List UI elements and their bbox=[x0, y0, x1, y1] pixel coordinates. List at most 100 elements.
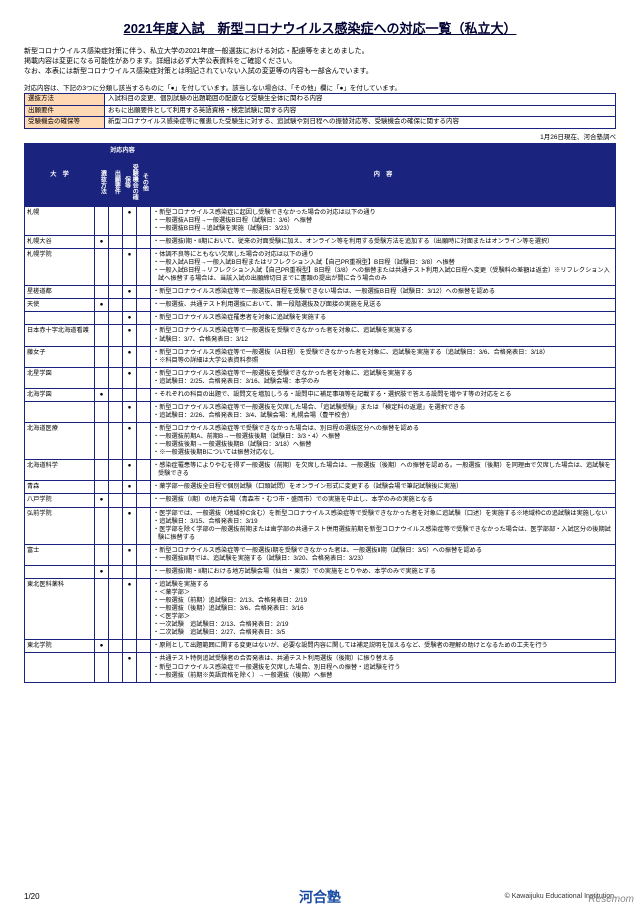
content-item: 一般選抜、共通テスト利用選抜において、第一段階選抜及び面接の実施を見送る bbox=[153, 301, 613, 309]
dot-cell bbox=[109, 640, 123, 653]
dot-cell bbox=[95, 481, 109, 494]
content-item: 追試験を実施する bbox=[153, 581, 613, 589]
content-item: 一般入試B日程→リフレクション入試【自己PR重視型】B日程（3/8）への振替また… bbox=[153, 267, 613, 283]
content-item: 一般選抜B日程→追試験を実施（試験日：3/23） bbox=[153, 225, 613, 233]
page: 2021年度入試 新型コロナウイルス感染症への対応一覧（私立大） 新型コロナウイ… bbox=[0, 0, 640, 911]
dot-cell bbox=[109, 544, 123, 565]
university-cell: 青森 bbox=[25, 481, 95, 494]
th-university: 大 学 bbox=[25, 143, 95, 206]
dot-cell bbox=[137, 653, 151, 682]
th-c4: その他 bbox=[137, 158, 151, 206]
watermark: Resemom bbox=[588, 894, 634, 905]
content-item: 一般選抜（Ⅰ期）の地方会場（青森市・むつ市・盛岡市）での実施を中止し、本学のみの… bbox=[153, 496, 613, 504]
content-item: 追試験日：2/26、合格発表日：3/4、試験会場：札幌会場（豊平校舎） bbox=[153, 412, 613, 420]
content-cell: 新型コロナウイルス感染症等で一般選抜を受験できなかった者を対象に、追試験を実施す… bbox=[151, 325, 616, 346]
dot-cell bbox=[137, 206, 151, 235]
content-item: 新型コロナウイルス感染症等で一般選抜を受験できなかった者を対象に、追試験を実施す… bbox=[153, 327, 613, 335]
university-cell bbox=[25, 565, 95, 578]
university-cell: 日本赤十字北海道看護 bbox=[25, 325, 95, 346]
dot-cell bbox=[109, 299, 123, 312]
dot-cell: ● bbox=[123, 325, 137, 346]
content-item: 一般選抜Ⅲ期では、追試験を実施する（試験日：3/20、合格発表日：3/23） bbox=[153, 555, 613, 563]
content-item: 新型コロナウイルス感染症等で一般選抜Ⅰ期を受験できなかった者は、一般選抜Ⅱ期（試… bbox=[153, 547, 613, 555]
university-cell: 八戸学院 bbox=[25, 494, 95, 507]
dot-cell bbox=[95, 367, 109, 388]
date-note: 1月26日現在、河合塾調べ bbox=[24, 131, 616, 141]
footer: 1/20 河合塾 © Kawaijuku Educational Institu… bbox=[24, 892, 616, 901]
university-cell bbox=[25, 312, 95, 325]
content-item: 医学部では、一般選抜（地域枠C含む）を新型コロナウイルス感染症等で受験できなかっ… bbox=[153, 510, 613, 518]
dot-cell bbox=[137, 640, 151, 653]
content-item: 新型コロナウイルス感染症に起因し受験できなかった場合の対応は以下の通り bbox=[153, 209, 613, 217]
content-item: 共通テスト特例追試受験者の合否発表は、共通テスト利用選抜（後期）に振り替える bbox=[153, 655, 613, 663]
dot-cell bbox=[137, 460, 151, 481]
dot-cell bbox=[95, 286, 109, 299]
content-item: それぞれの科目の出題で、設問文を増加しうる・設問中に補足事項等を記載する・選択肢… bbox=[153, 391, 613, 399]
dot-cell: ● bbox=[95, 235, 109, 248]
main-table: 大 学 対応内容 内 容 選抜方法 出願要件 受験機会の確保等 その他 札幌●新… bbox=[24, 143, 616, 683]
dot-cell bbox=[137, 367, 151, 388]
dot-cell bbox=[109, 653, 123, 682]
th-content: 内 容 bbox=[151, 143, 616, 206]
content-item: 新型コロナウイルス感染症等で一般選抜（A日程）を受験できなかった者を対象に、追試… bbox=[153, 349, 613, 357]
dot-cell bbox=[109, 481, 123, 494]
dot-cell: ● bbox=[123, 346, 137, 367]
content-item: 新型コロナウイルス感染症で一般選抜を欠席した場合、別日程への振替・追試験を行う bbox=[153, 664, 613, 672]
dot-cell bbox=[95, 544, 109, 565]
dot-cell: ● bbox=[123, 481, 137, 494]
dot-cell bbox=[123, 388, 137, 401]
dot-cell: ● bbox=[123, 460, 137, 481]
dot-cell bbox=[109, 494, 123, 507]
th-c3: 受験機会の確保等 bbox=[123, 158, 137, 206]
university-cell: 富士 bbox=[25, 544, 95, 565]
th-c2: 出願要件 bbox=[109, 158, 123, 206]
dot-cell bbox=[109, 367, 123, 388]
content-cell: 新型コロナウイルス感染症等で受験できなかった場合は、別日程の選抜区分への振替を認… bbox=[151, 423, 616, 460]
content-item: ※一般選抜後期Bについては振替対応なし bbox=[153, 449, 613, 457]
legend-note: 対応内容は、下記の3つに分類し該当するものに「●」を付しています。該当しない場合… bbox=[24, 82, 616, 92]
dot-cell bbox=[109, 286, 123, 299]
content-cell: 新型コロナウイルス感染症等で一般選抜を受験できなかった者を対象に、追試験を実施す… bbox=[151, 367, 616, 388]
content-item: 薬学部一般選抜全日程で個別試験（口頭試問）をオンライン形式に変更する（試験会場で… bbox=[153, 483, 613, 491]
university-cell: 北海学園 bbox=[25, 388, 95, 401]
content-item: 追試験日：2/25、合格発表日：3/16、試験会場：本学のみ bbox=[153, 378, 613, 386]
content-item: 試験日：3/7、合格発表日：3/12 bbox=[153, 336, 613, 344]
content-cell: 一般選抜Ⅰ期・Ⅱ期における地方試験会場（仙台・東京）での実施をとりやめ、本学のみ… bbox=[151, 565, 616, 578]
dot-cell bbox=[137, 312, 151, 325]
content-cell: 一般選抜（Ⅰ期）の地方会場（青森市・むつ市・盛岡市）での実施を中止し、本学のみの… bbox=[151, 494, 616, 507]
dot-cell bbox=[95, 401, 109, 422]
legend-label: 出願要件 bbox=[25, 105, 105, 116]
content-item: 一般選抜Ⅰ期・Ⅱ期における地方試験会場（仙台・東京）での実施をとりやめ、本学のみ… bbox=[153, 568, 613, 576]
dot-cell bbox=[109, 423, 123, 460]
content-cell: 新型コロナウイルス感染症等で一般選抜Ⅰ期を受験できなかった者は、一般選抜Ⅱ期（試… bbox=[151, 544, 616, 565]
dot-cell bbox=[95, 423, 109, 460]
university-cell: 藤女子 bbox=[25, 346, 95, 367]
dot-cell: ● bbox=[95, 640, 109, 653]
legend-label: 受験機会の確保等 bbox=[25, 117, 105, 128]
content-cell: 感染症罹患等によりやむを得ず一般選抜（前期）を欠席した場合は、一般選抜（後期）へ… bbox=[151, 460, 616, 481]
legend-table: 選抜方法入試科目の変更、個別試験の出題範囲の配慮など受験生全体に関わる内容出願要… bbox=[24, 93, 616, 128]
content-item: ※科目等の詳細は大学公表資料参照 bbox=[153, 357, 613, 365]
content-item: 一般選抜（前期）追試験日：2/13、合格発表日：2/19 bbox=[153, 597, 613, 605]
dot-cell: ● bbox=[123, 286, 137, 299]
university-cell: 札幌大谷 bbox=[25, 235, 95, 248]
dot-cell bbox=[109, 388, 123, 401]
brand-logo: 河合塾 bbox=[299, 887, 341, 907]
dot-cell bbox=[137, 544, 151, 565]
dot-cell: ● bbox=[123, 653, 137, 682]
legend-text: 新型コロナウイルス感染症等に罹患した受験生に対する、追試験や別日程への振替対応等… bbox=[105, 117, 616, 128]
content-item: 体調不良等にともない欠席した場合の対応は以下の通り bbox=[153, 251, 613, 259]
content-cell: 一般選抜、共通テスト利用選抜において、第一段階選抜及び面接の実施を見送る bbox=[151, 299, 616, 312]
dot-cell bbox=[123, 640, 137, 653]
content-cell: 体調不良等にともない欠席した場合の対応は以下の通り一般入試A日程→一般入試B日程… bbox=[151, 249, 616, 286]
page-title: 2021年度入試 新型コロナウイルス感染症への対応一覧（私立大） bbox=[24, 18, 616, 37]
content-item: 原則として出題範囲に関する変更はないが、必要な設問内容に関しては補足説明を加える… bbox=[153, 642, 613, 650]
content-item: 新型コロナウイルス感染症等で一般選抜A日程を受験できない場合は、一般選抜B日程（… bbox=[153, 288, 613, 296]
dot-cell bbox=[137, 388, 151, 401]
university-cell: 弘前学院 bbox=[25, 507, 95, 544]
dot-cell bbox=[137, 401, 151, 422]
intro-line: 新型コロナウイルス感染症対策に伴う、私立大学の2021年度一般選抜における対応・… bbox=[24, 47, 616, 57]
content-item: 新型コロナウイルス感染症等で一般選抜を欠席した場合、「追試験受験」または「検定料… bbox=[153, 404, 613, 412]
university-cell bbox=[25, 401, 95, 422]
dot-cell bbox=[95, 578, 109, 639]
